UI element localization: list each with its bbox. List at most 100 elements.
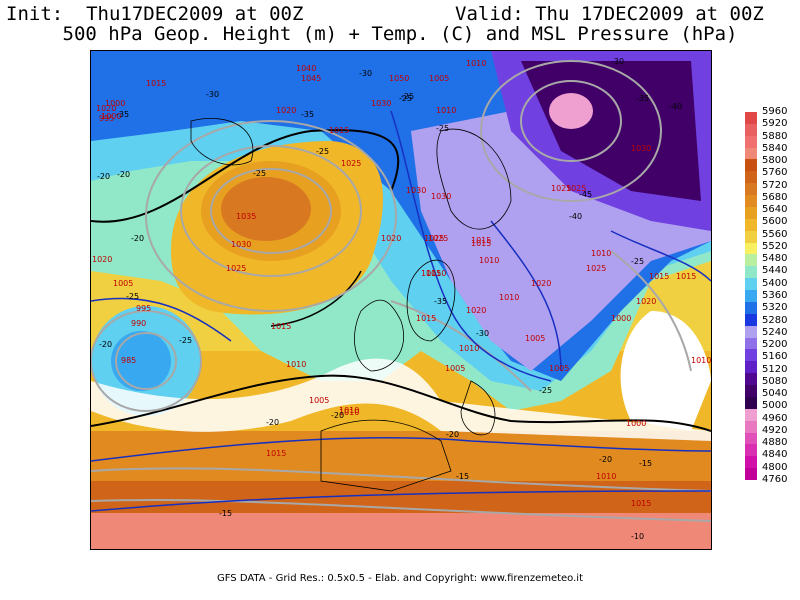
color-scale-tick: 5360 — [762, 290, 788, 301]
pressure-label: 1005 — [549, 364, 569, 373]
pressure-label: 995 — [99, 114, 114, 123]
color-scale-segment — [745, 218, 757, 232]
color-scale-segment — [745, 456, 757, 469]
pressure-label: 1030 — [231, 240, 251, 249]
temperature-label: -20 — [446, 430, 459, 439]
footer-credit: GFS DATA - Grid Res.: 0.5x0.5 - Elab. an… — [216, 573, 584, 584]
color-scale-segment — [745, 206, 757, 220]
color-scale-tick: 5720 — [762, 179, 788, 191]
color-scale-segment — [745, 385, 757, 398]
color-scale-tick: 5280 — [762, 314, 788, 326]
field-south-edge — [91, 513, 711, 549]
color-scale-tick: 5600 — [762, 216, 788, 228]
color-scale-segment — [745, 135, 757, 149]
pressure-label: 1025 — [424, 234, 444, 243]
temperature-label: -25 — [126, 292, 139, 301]
pressure-label: 985 — [121, 356, 136, 365]
color-scale-tick: 4920 — [762, 424, 788, 436]
color-scale-tick: 5040 — [762, 388, 788, 400]
height-contour-2 — [91, 374, 711, 432]
temperature-label: -20 — [266, 418, 279, 427]
pressure-label: 1010 — [459, 344, 479, 353]
pressure-label: 1010 — [339, 408, 359, 417]
color-scale-tick: 5120 — [762, 363, 788, 375]
temperature-label: -25 — [253, 169, 266, 178]
temperature-label: -25 — [436, 124, 449, 133]
pressure-label: 1010 — [479, 256, 499, 265]
map-subtitle: 500 hPa Geop. Height (m) + Temp. (C) and… — [62, 23, 738, 45]
color-scale-segment — [745, 420, 757, 433]
temperature-label: -20 — [117, 170, 130, 179]
color-scale-segment — [745, 159, 757, 172]
pressure-label: 1000 — [101, 112, 121, 121]
color-scale-segment — [745, 432, 757, 445]
temperature-label: -15 — [219, 509, 232, 518]
pressure-label: 1025 — [428, 234, 448, 243]
height-contour-3 — [270, 270, 362, 327]
field-neutral-band — [91, 358, 711, 441]
color-scale-segment — [745, 230, 757, 244]
color-scale-tick: 5840 — [762, 142, 788, 154]
color-scale-segment — [745, 112, 757, 125]
color-scale-tick: 4880 — [762, 437, 788, 449]
temperature-label: -25 — [316, 147, 329, 156]
color-scale-segment — [745, 396, 757, 410]
pressure-label: 1050 — [389, 74, 409, 83]
color-scale-tick: 5480 — [762, 253, 788, 265]
pressure-label: 1015 — [649, 272, 669, 281]
field-east-neutral — [620, 311, 711, 431]
pressure-label: 1015 — [146, 79, 166, 88]
color-scale-tick: 5960 — [762, 106, 788, 117]
pressure-label: 1015 — [676, 272, 696, 281]
isotherm-group — [91, 110, 711, 512]
pressure-label: 1000 — [626, 419, 646, 428]
valid-time: Valid: Thu 17DEC2009 at 00Z — [455, 3, 764, 25]
color-scale-segment — [745, 373, 757, 386]
pressure-label: 1010 — [466, 59, 486, 68]
temperature-label: -35 — [636, 94, 649, 103]
color-scale-segment — [745, 171, 757, 184]
pressure-label: 1015 — [271, 322, 291, 331]
pressure-label: 1010 — [286, 360, 306, 369]
color-scale-segment — [745, 266, 757, 279]
pressure-label: 1020 — [531, 279, 551, 288]
pressure-label: 1025 — [226, 264, 246, 273]
color-scale-tick: 4760 — [762, 474, 788, 485]
field-atlantic-low-core — [111, 331, 171, 391]
weather-map: 1015 1040 1045 1050 1005 1010 1020 1015 … — [90, 50, 712, 550]
color-scale-tick: 5160 — [762, 351, 788, 363]
pressure-label: 1025 — [341, 159, 361, 168]
pressure-label: 1005 — [309, 396, 329, 405]
color-scale-tick: 5440 — [762, 265, 788, 277]
field-ridge-center — [221, 177, 311, 241]
temperature-label: -20 — [331, 411, 344, 420]
pressure-label: 1020 — [381, 234, 401, 243]
pressure-label: 1045 — [301, 74, 321, 83]
color-scale-segment — [745, 195, 757, 208]
field-core-pink — [549, 93, 593, 129]
pressure-label: 1015 — [471, 239, 491, 248]
color-scale-tick: 5240 — [762, 326, 788, 338]
coastline-group — [190, 118, 512, 492]
pressure-label: 995 — [136, 304, 151, 313]
pressure-label: 1005 — [445, 364, 465, 373]
temperature-label: -20 — [599, 455, 612, 464]
color-scale-tick: 5880 — [762, 130, 788, 142]
temperature-label: -35 — [301, 110, 314, 119]
color-scale-segment — [745, 278, 757, 291]
color-scale-segment — [745, 254, 757, 267]
temperature-labels: -30 -35 -30 -25 -35 -25 -20 -20 -25 -20 … — [97, 57, 682, 541]
temperature-label: -15 — [639, 459, 652, 468]
pressure-label: 1030 — [631, 144, 651, 153]
pressure-label: 1020 — [96, 104, 116, 113]
color-scale-segment — [745, 361, 757, 374]
color-scale-segment — [745, 123, 757, 137]
color-scale-segment — [745, 301, 757, 315]
pressure-label: 1010 — [426, 269, 446, 278]
pressure-labels: 1015 1040 1045 1050 1005 1010 1020 1015 … — [92, 59, 711, 508]
color-scale-segment — [745, 147, 757, 160]
pressure-label: 1015 — [266, 449, 286, 458]
temperature-label: -45 — [579, 190, 592, 199]
pressure-label: 1010 — [499, 293, 519, 302]
pressure-label: 1020 — [92, 255, 112, 264]
